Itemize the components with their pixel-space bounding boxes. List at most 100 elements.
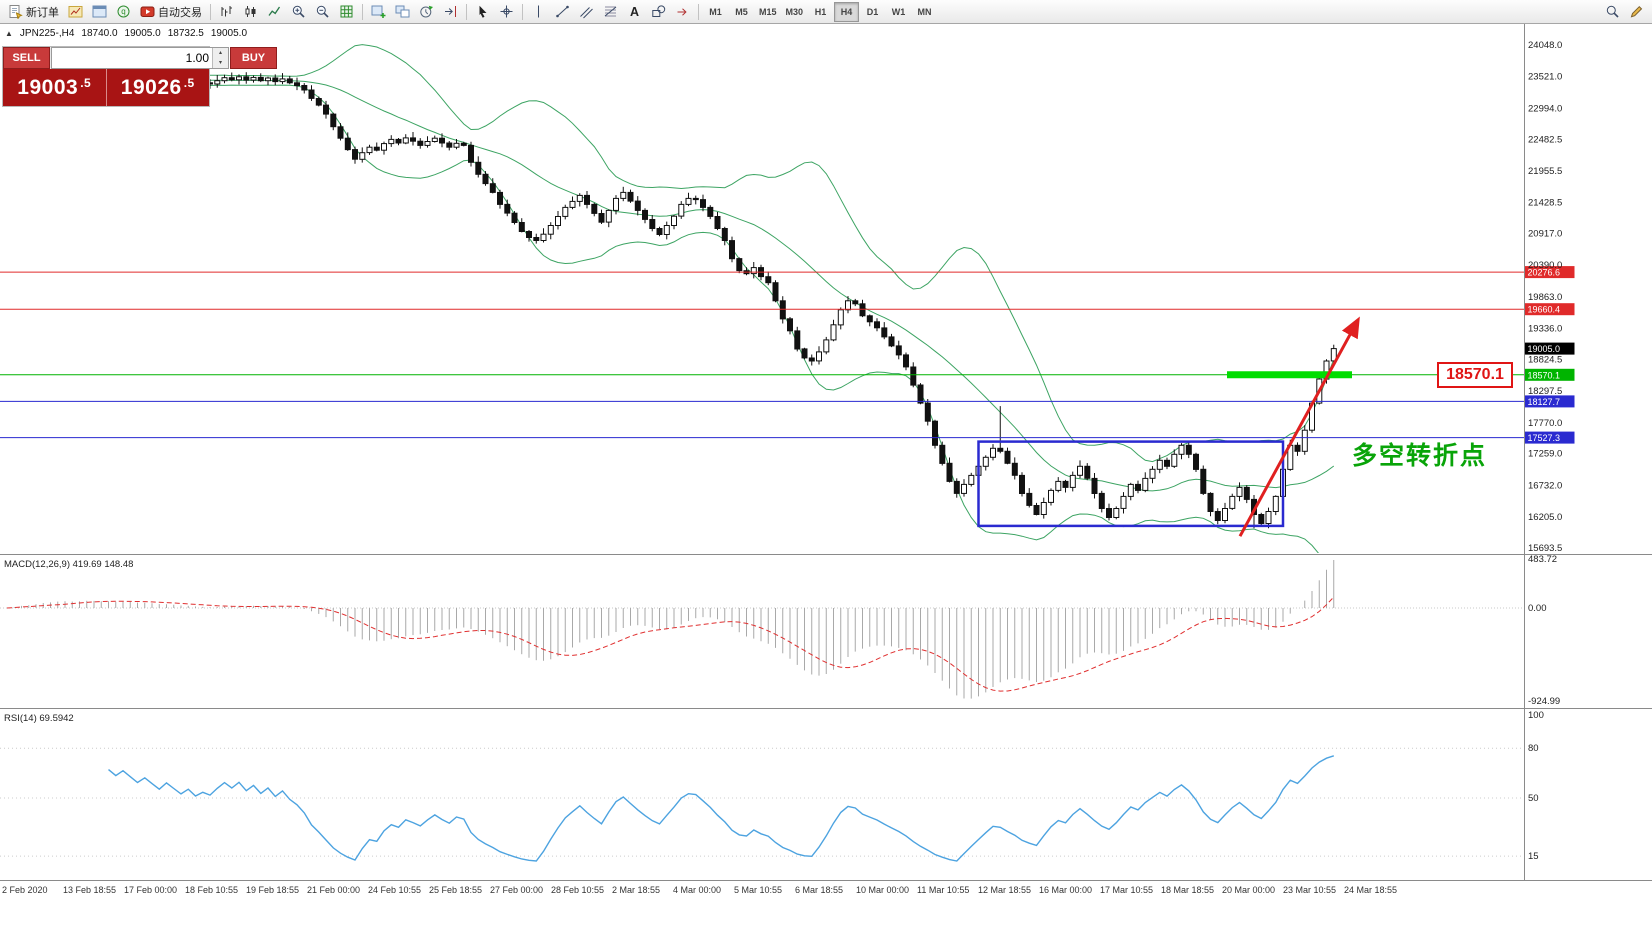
timeframe-D1-button[interactable]: D1: [860, 2, 885, 22]
cursor-icon: [479, 5, 487, 18]
price-tag: 17527.3: [1524, 431, 1575, 444]
toolbar-zoom-out-button[interactable]: [311, 2, 334, 22]
toolbar-enable-experts-button[interactable]: q: [112, 2, 135, 22]
toolbar-vertical-line-button[interactable]: [527, 2, 550, 22]
buy-button[interactable]: BUY: [230, 47, 277, 69]
svg-text:13 Feb 18:55: 13 Feb 18:55: [63, 885, 116, 895]
toolbar-separator: [210, 3, 211, 20]
vertical-line-icon: [538, 5, 539, 18]
volume-decrease-button[interactable]: ▾: [213, 58, 228, 68]
toolbar-arrows-button[interactable]: [671, 2, 694, 22]
toolbar-pencil-button[interactable]: [1625, 2, 1648, 22]
toolbar-shapes-button[interactable]: [647, 2, 670, 22]
svg-text:22994.0: 22994.0: [1528, 104, 1562, 115]
svg-text:27 Feb 00:00: 27 Feb 00:00: [490, 885, 543, 895]
buy-price[interactable]: 19026.5: [107, 69, 210, 106]
svg-text:100: 100: [1528, 710, 1544, 721]
svg-text:19005.0: 19005.0: [1528, 344, 1561, 354]
macd-label: MACD(12,26,9) 419.69 148.48: [4, 559, 133, 570]
toolbar-equidistant-channel-button[interactable]: [575, 2, 598, 22]
svg-text:18127.7: 18127.7: [1528, 397, 1561, 407]
toolbar-grid-button[interactable]: [335, 2, 358, 22]
ohlc-high: 19005.0: [124, 28, 161, 39]
svg-text:19 Feb 18:55: 19 Feb 18:55: [246, 885, 299, 895]
svg-text:q: q: [121, 7, 125, 16]
zoom-out-icon: [316, 5, 329, 18]
chart-canvas[interactable]: 20276.6 19660.4 18570.1 18127.7 17527.3 19005…: [0, 24, 1652, 948]
chart-region[interactable]: 20276.6 19660.4 18570.1 18127.7 17527.3 19005…: [0, 24, 1652, 948]
toolbar-new-order-button[interactable]: 新订单: [4, 2, 63, 22]
volume-input[interactable]: [52, 48, 212, 68]
toolbar-separator: [698, 3, 699, 20]
timeframe-M5-button[interactable]: M5: [729, 2, 754, 22]
svg-text:25 Feb 18:55: 25 Feb 18:55: [429, 885, 482, 895]
toolbar-zoom-in-button[interactable]: [287, 2, 310, 22]
timeframe-M1-button[interactable]: M1: [703, 2, 728, 22]
svg-text:19336.0: 19336.0: [1528, 324, 1562, 335]
toolbar-chart-shift-button[interactable]: [439, 2, 462, 22]
svg-text:21428.5: 21428.5: [1528, 198, 1562, 209]
svg-text:18297.5: 18297.5: [1528, 386, 1562, 397]
toolbar-trendline-button[interactable]: [551, 2, 574, 22]
toolbar-profile-windows-button[interactable]: [391, 2, 414, 22]
svg-text:5 Mar 10:55: 5 Mar 10:55: [734, 885, 782, 895]
toolbar-candlestick-chart-button[interactable]: [239, 2, 262, 22]
candles: [4, 70, 1337, 529]
svg-text:20276.6: 20276.6: [1528, 268, 1561, 278]
toolbar-auto-scroll-button[interactable]: [415, 2, 438, 22]
svg-text:17770.0: 17770.0: [1528, 418, 1562, 429]
autotrading-label: 自动交易: [158, 6, 202, 19]
new-chart-icon: [371, 5, 386, 18]
price-tag: 18570.1: [1524, 368, 1575, 381]
sell-price[interactable]: 19003.5: [3, 69, 107, 106]
toolbar-line-chart-button[interactable]: [263, 2, 286, 22]
svg-text:20390.0: 20390.0: [1528, 260, 1562, 271]
rsi-label: RSI(14) 69.5942: [4, 713, 74, 724]
toolbar-search-button[interactable]: [1601, 2, 1624, 22]
pencil-icon: [1630, 5, 1643, 18]
svg-text:18824.5: 18824.5: [1528, 355, 1562, 366]
volume-increase-button[interactable]: ▴: [213, 48, 228, 58]
svg-text:-924.99: -924.99: [1528, 696, 1560, 707]
svg-text:16732.0: 16732.0: [1528, 481, 1562, 492]
svg-text:17259.0: 17259.0: [1528, 449, 1562, 460]
svg-text:20917.0: 20917.0: [1528, 229, 1562, 240]
timeframe-M15-button[interactable]: M15: [755, 2, 781, 22]
price-tags: 20276.6 19660.4 18570.1 18127.7 17527.3 19005…: [1524, 266, 1575, 444]
toolbar-new-chart-button[interactable]: [367, 2, 390, 22]
level-lines: [0, 271, 1524, 439]
zoom-in-icon: [292, 5, 305, 18]
open-chart-icon: [92, 5, 107, 18]
timeframe-H4-button[interactable]: H4: [834, 1, 860, 22]
svg-text:17 Mar 10:55: 17 Mar 10:55: [1100, 885, 1153, 895]
new-order-label: 新订单: [26, 6, 59, 19]
svg-text:6 Mar 18:55: 6 Mar 18:55: [795, 885, 843, 895]
sell-button[interactable]: SELL: [3, 47, 50, 69]
svg-text:50: 50: [1528, 793, 1539, 804]
timeframe-MN-button[interactable]: MN: [912, 2, 937, 22]
toolbar-chart-profiles-button[interactable]: [64, 2, 87, 22]
svg-text:16 Mar 00:00: 16 Mar 00:00: [1039, 885, 1092, 895]
toolbar-autotrading-button[interactable]: 自动交易: [136, 2, 206, 22]
trade-controls-row: SELL ▴ ▾ BUY: [3, 47, 277, 69]
toolbar-fibonacci-button[interactable]: [599, 2, 622, 22]
enable-experts-icon: q: [117, 5, 130, 18]
shapes-icon: [652, 5, 666, 17]
price-tag: 18127.7: [1524, 395, 1575, 408]
toolbar-bar-chart-button[interactable]: [215, 2, 238, 22]
svg-text:24048.0: 24048.0: [1528, 40, 1562, 51]
toolbar-crosshair-button[interactable]: [495, 2, 518, 22]
timeframe-M30-button[interactable]: M30: [782, 2, 808, 22]
timeframe-W1-button[interactable]: W1: [886, 2, 911, 22]
toolbar-separator: [466, 3, 467, 20]
toolbar-open-chart-button[interactable]: [88, 2, 111, 22]
volume-control: ▴ ▾: [51, 47, 229, 69]
price-tag: 19005.0: [1524, 342, 1575, 355]
svg-text:0.00: 0.00: [1528, 603, 1547, 614]
timeframe-H1-button[interactable]: H1: [808, 2, 833, 22]
buy-price-frac: .5: [183, 75, 195, 90]
toolbar-cursor-button[interactable]: [471, 2, 494, 22]
svg-text:21 Feb 00:00: 21 Feb 00:00: [307, 885, 360, 895]
sell-price-frac: .5: [80, 75, 92, 90]
toolbar-text-label-button[interactable]: A: [623, 2, 646, 22]
